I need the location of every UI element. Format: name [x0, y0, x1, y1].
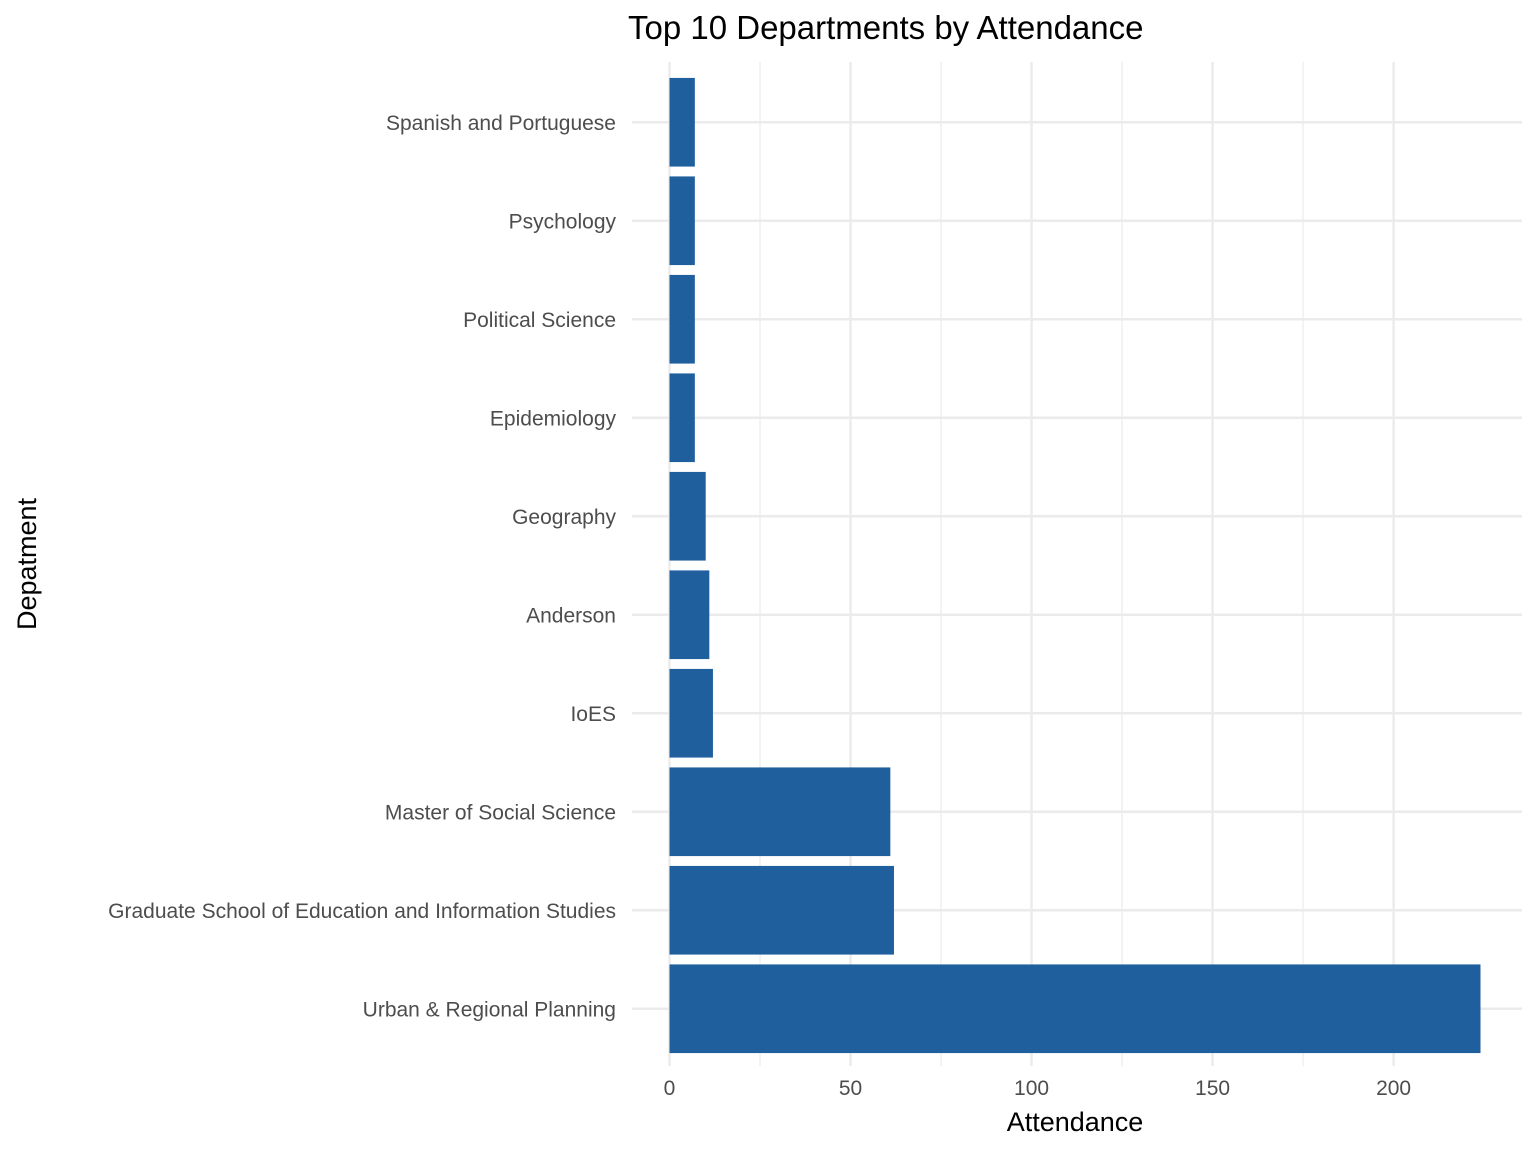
x-tick-label: 100 [1014, 1077, 1049, 1100]
y-tick-label: Graduate School of Education and Informa… [108, 900, 616, 923]
bar [669, 668, 713, 758]
bar [669, 77, 695, 167]
x-tick-label: 50 [839, 1077, 862, 1100]
bar [669, 767, 891, 857]
y-tick-label: Political Science [463, 309, 616, 332]
y-tick-label: Geography [512, 506, 616, 529]
bar [669, 964, 1481, 1054]
bar [669, 373, 695, 463]
x-tick-label: 150 [1195, 1077, 1230, 1100]
y-axis-title: Depatment [12, 497, 42, 630]
x-tick-label: 0 [664, 1077, 676, 1100]
y-tick-label: Psychology [509, 210, 617, 233]
y-tick-labels: Urban & Regional Planning Graduate School… [108, 112, 616, 1022]
bar [669, 176, 695, 266]
bar [669, 570, 710, 660]
bars [669, 77, 1481, 1054]
x-axis-title: Attendance [1007, 1107, 1144, 1137]
x-tick-label: 200 [1376, 1077, 1411, 1100]
y-tick-label: Epidemiology [490, 407, 617, 430]
x-tick-labels: 0 50 100 150 200 [664, 1077, 1411, 1100]
y-tick-label: Spanish and Portuguese [386, 112, 616, 135]
bar [669, 471, 706, 561]
y-tick-label: Anderson [526, 604, 616, 627]
y-tick-label: IoES [570, 703, 616, 726]
y-tick-label: Master of Social Science [385, 801, 616, 824]
bar [669, 865, 894, 955]
y-tick-label: Urban & Regional Planning [363, 998, 616, 1021]
bar [669, 274, 695, 364]
chart-title: Top 10 Departments by Attendance [628, 9, 1144, 46]
